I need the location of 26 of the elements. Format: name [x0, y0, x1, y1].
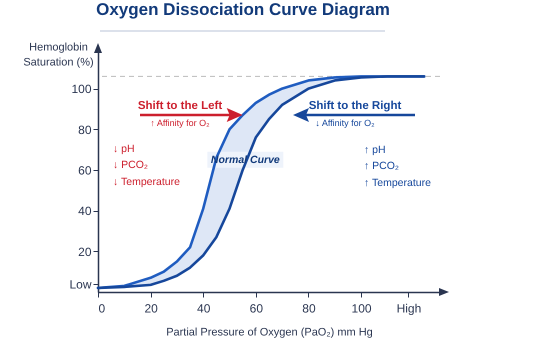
x-tick-label: 20 [144, 302, 158, 316]
x-tick-label: 100 [352, 302, 372, 316]
annotation: ↑ PCO₂ [364, 160, 399, 172]
x-tick-label: 40 [197, 302, 211, 316]
y-tick-label: Low [69, 277, 92, 292]
x-tick-label: 0 [98, 302, 106, 316]
annotation: ↑ pH [364, 144, 386, 156]
x-tick-label: High [396, 302, 422, 316]
annotation: ↓ Temperature [113, 176, 180, 188]
annotation: Shift to the Left [138, 100, 222, 112]
annotation: ↓ PCO₂ [113, 159, 148, 171]
x-tick-label: 60 [250, 302, 264, 316]
annotation: ↑ Temperature [364, 177, 432, 189]
annotation: ↓ pH [113, 143, 135, 155]
annotation: ↑ Affinity for O₂ [150, 118, 210, 128]
y-tick-label: 40 [78, 204, 92, 218]
annotation: Shift to the Right [308, 100, 402, 112]
y-tick-label: 20 [78, 244, 92, 259]
y-tick-label: 100 [71, 82, 92, 96]
chart-title: Oxygen Dissociation Curve Diagram [96, 0, 390, 19]
annotation: ↓ Affinity for O₂ [315, 118, 376, 128]
y-tick-label: 80 [78, 122, 92, 137]
y-tick-label: 60 [78, 163, 92, 178]
y-axis-title: Hemoglobin Saturation (%) [23, 42, 94, 68]
x-axis-title: Partial Pressure of Oxygen (PaO₂) mm Hg [166, 326, 373, 338]
x-tick-label: 80 [302, 302, 316, 316]
